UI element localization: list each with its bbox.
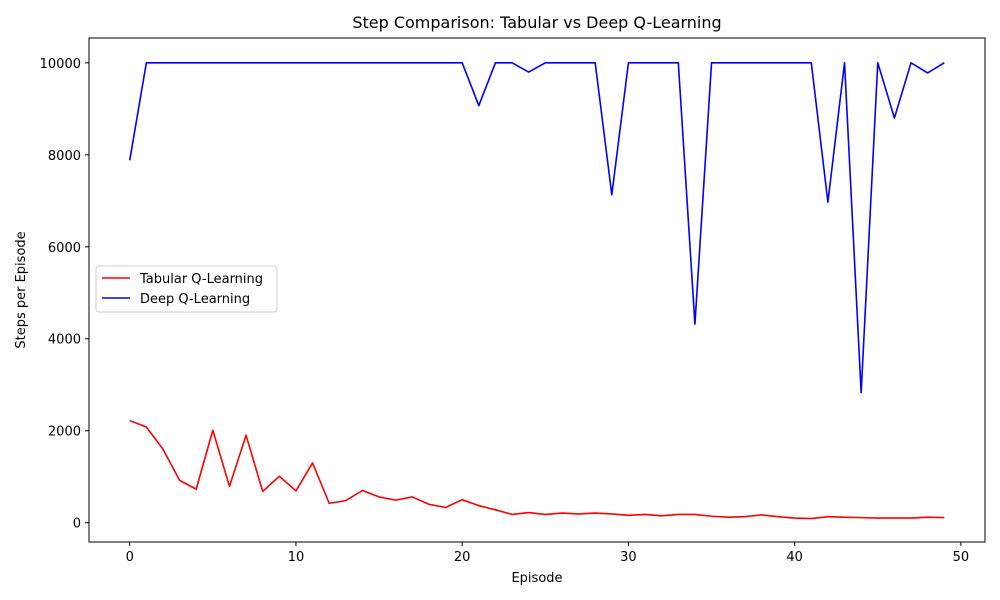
x-tick-label: 0 — [126, 550, 134, 565]
x-tick-label: 50 — [953, 550, 970, 565]
legend-label-deep: Deep Q-Learning — [140, 292, 250, 307]
y-tick-label: 2000 — [48, 425, 81, 440]
x-tick-label: 30 — [620, 550, 637, 565]
series-line-tabular-q-learning — [129, 419, 945, 520]
y-tick-label: 6000 — [48, 241, 81, 256]
x-tick-label: 40 — [786, 550, 803, 565]
x-axis: 0 10 20 30 40 50 — [126, 542, 970, 565]
y-axis-label: Steps per Episode — [14, 231, 29, 348]
y-tick-label: 10000 — [40, 57, 81, 72]
plot-frame — [88, 37, 986, 543]
y-axis: 0 2000 4000 6000 8000 10000 — [40, 57, 89, 532]
series-layer — [128, 62, 945, 520]
legend-label-tabular: Tabular Q-Learning — [139, 272, 263, 287]
plot-area — [88, 37, 986, 543]
chart-title: Step Comparison: Tabular vs Deep Q-Learn… — [352, 13, 721, 32]
y-tick-label: 8000 — [48, 149, 81, 164]
legend-box — [95, 265, 278, 313]
x-tick-label: 10 — [288, 550, 305, 565]
series-line-deep-q-learning — [128, 62, 945, 394]
legend: Tabular Q-Learning Deep Q-Learning — [95, 265, 278, 313]
y-tick-label: 4000 — [48, 333, 81, 348]
y-tick-label: 0 — [73, 517, 81, 532]
x-axis-label: Episode — [511, 571, 562, 586]
x-tick-label: 20 — [454, 550, 471, 565]
